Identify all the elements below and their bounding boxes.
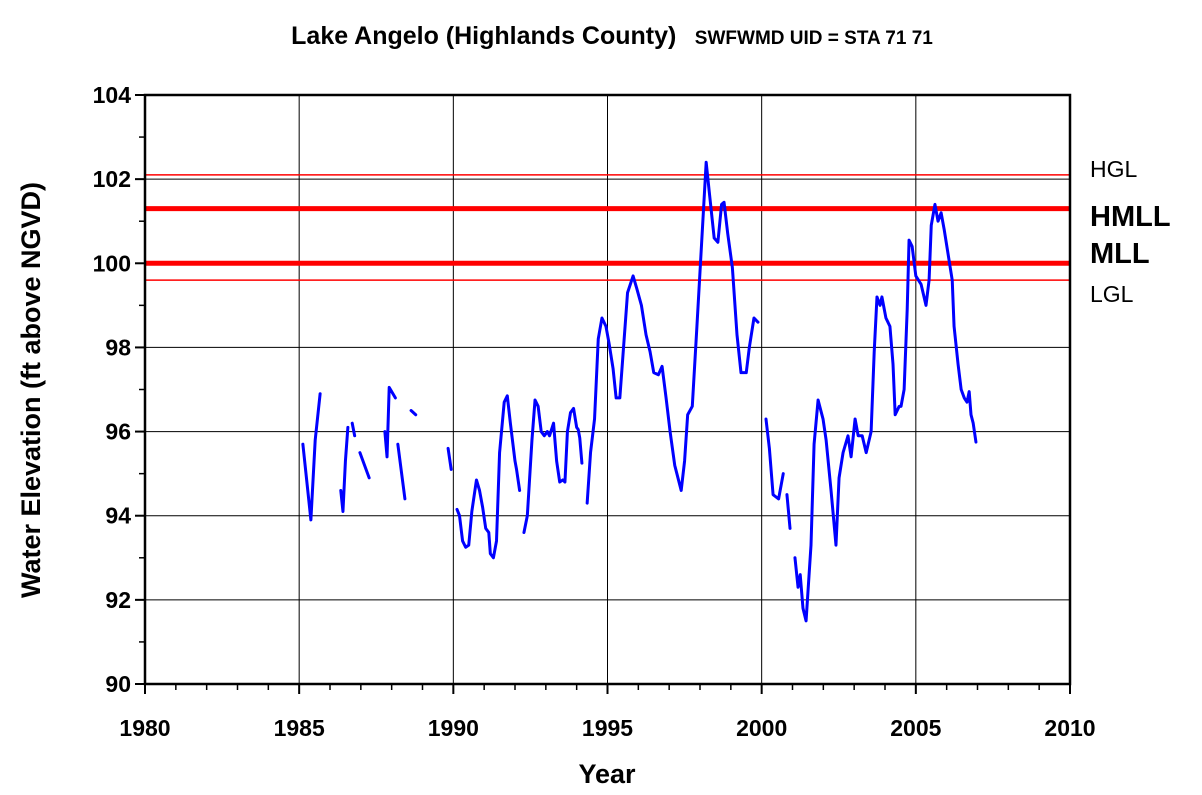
chart-title: Lake Angelo (Highlands County) (291, 22, 676, 50)
y-tick-label: 102 (93, 166, 131, 192)
chart-subtitle: SWFWMD UID = STA 71 71 (695, 28, 933, 49)
y-tick-label: 104 (93, 82, 132, 108)
x-tick-label: 1995 (582, 715, 633, 741)
x-tick-label: 1990 (428, 715, 479, 741)
y-tick-label: 90 (105, 671, 131, 697)
plot-frame (143, 93, 1072, 686)
y-tick-label: 98 (105, 334, 131, 360)
x-tick-label: 2005 (890, 715, 941, 741)
reference-label: HMLL (1090, 201, 1171, 233)
x-tick-label: 2010 (1044, 715, 1095, 741)
x-tick-label: 1985 (274, 715, 325, 741)
x-tick-label: 1980 (119, 715, 170, 741)
x-tick-label: 2000 (736, 715, 787, 741)
y-axis-label: Water Elevation (ft above NGVD) (16, 182, 46, 598)
x-axis-label: Year (578, 759, 636, 789)
reference-label: HGL (1090, 156, 1138, 182)
reference-label: MLL (1090, 238, 1150, 270)
y-tick-label: 100 (93, 250, 131, 276)
y-tick-label: 96 (105, 419, 131, 445)
y-tick-label: 92 (105, 587, 131, 613)
data-line (301, 160, 978, 623)
reference-label: LGL (1090, 281, 1134, 307)
y-tick-label: 94 (105, 503, 131, 529)
chart-heading: Lake Angelo (Highlands County) SWFWMD UI… (291, 22, 933, 50)
